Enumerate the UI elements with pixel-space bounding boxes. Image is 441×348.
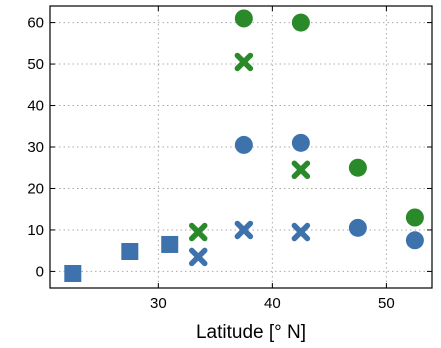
data-point-circle: [234, 135, 253, 154]
x-tick-label: 30: [150, 295, 167, 312]
y-tick-label: 50: [27, 56, 44, 73]
data-point-circle: [291, 133, 310, 152]
data-point-x: [188, 247, 208, 267]
gridlines: [50, 6, 432, 288]
data-point-circle: [234, 9, 253, 28]
data-point-square: [64, 264, 82, 282]
y-tick-label: 20: [27, 180, 44, 197]
y-tick-label: 0: [36, 263, 44, 280]
axis-ticks: 30 40 50 0 10 20 30 40 50 60: [27, 6, 432, 312]
data-point-x: [291, 160, 311, 180]
y-tick-label: 40: [27, 98, 44, 115]
x-tick-label: 40: [264, 295, 281, 312]
data-point-square: [161, 235, 179, 253]
y-tick-label: 10: [27, 222, 44, 239]
data-point-circle: [348, 158, 367, 177]
data-markers: [64, 9, 424, 282]
data-point-circle: [405, 208, 424, 227]
data-point-x: [234, 220, 254, 240]
x-axis-label: Latitude [° N]: [196, 322, 306, 343]
x-tick-label: 50: [378, 295, 395, 312]
data-point-circle: [291, 13, 310, 32]
data-point-x: [291, 222, 311, 242]
data-point-square: [121, 243, 139, 261]
data-point-x: [188, 222, 208, 242]
y-tick-label: 60: [27, 15, 44, 32]
data-point-x: [234, 52, 254, 72]
data-point-circle: [405, 231, 424, 250]
data-point-circle: [348, 218, 367, 237]
y-tick-label: 30: [27, 139, 44, 156]
